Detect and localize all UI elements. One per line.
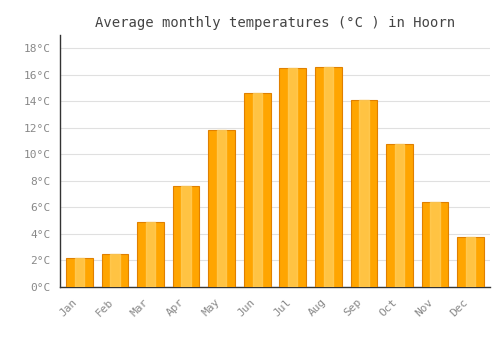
Bar [66, 258, 93, 287]
Bar [457, 237, 484, 287]
Bar [146, 222, 156, 287]
Bar [138, 222, 164, 287]
Bar [324, 67, 333, 287]
Bar [386, 144, 412, 287]
Bar [466, 237, 475, 287]
Bar [252, 93, 262, 287]
Bar [315, 67, 342, 287]
Bar [173, 186, 200, 287]
Title: Average monthly temperatures (°C ) in Hoorn: Average monthly temperatures (°C ) in Ho… [95, 16, 455, 30]
Bar [430, 202, 440, 287]
Bar [359, 100, 368, 287]
Bar [422, 202, 448, 287]
Bar [217, 131, 226, 287]
Bar [208, 131, 235, 287]
Bar [244, 93, 270, 287]
Bar [102, 254, 128, 287]
Bar [350, 100, 377, 287]
Bar [394, 144, 404, 287]
Bar [110, 254, 120, 287]
Bar [75, 258, 84, 287]
Bar [288, 68, 298, 287]
Bar [182, 186, 191, 287]
Bar [280, 68, 306, 287]
